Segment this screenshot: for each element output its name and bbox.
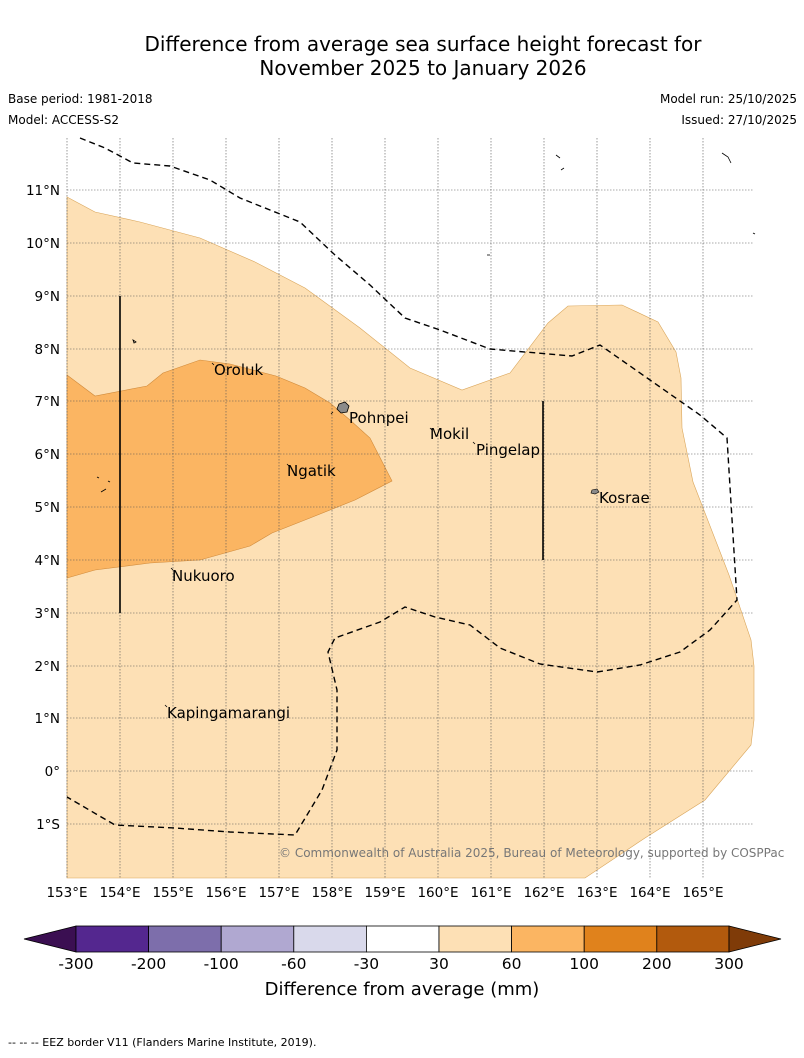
legend-swatch (293, 925, 367, 953)
legend-swatch (365, 925, 440, 953)
place-label-kapingamarangi: Kapingamarangi (167, 704, 290, 722)
legend-tick-label: -300 (58, 955, 93, 973)
island-markers (164, 362, 476, 708)
lat-label: 2°N (35, 659, 60, 675)
pohnpei-island (336, 401, 350, 414)
issued-text: Issued: 27/10/2025 (681, 113, 797, 127)
title-line-1: Difference from average sea surface heig… (144, 32, 702, 56)
legend-tick-label: 100 (569, 955, 599, 973)
place-label-kosrae: Kosrae (599, 489, 650, 507)
legend-title: Difference from average (mm) (265, 979, 540, 1000)
legend-extend-high (728, 925, 782, 953)
legend-tick-label: -100 (204, 955, 239, 973)
lon-label: 160°E (417, 885, 458, 901)
legend-tick-label: -200 (131, 955, 166, 973)
lon-label: 165°E (682, 885, 723, 901)
legend-swatch (148, 925, 222, 953)
lat-label: 10°N (26, 236, 60, 252)
lat-label: 11°N (26, 183, 60, 199)
lon-label: 162°E (523, 885, 564, 901)
copyright-notice: © Commonwealth of Australia 2025, Bureau… (279, 846, 784, 860)
lat-label: 0° (45, 764, 60, 780)
atoll-outlines (96, 152, 756, 493)
lon-label: 164°E (629, 885, 670, 901)
lat-label: 8°N (35, 342, 60, 358)
color-legend: -300 -200 -100 -60 -30 30 60 100 200 300… (23, 925, 782, 1000)
model-text: Model: ACCESS-S2 (8, 113, 120, 127)
lon-label: 153°E (46, 885, 87, 901)
latitude-labels: 11°N 10°N 9°N 8°N 7°N 6°N 5°N 4°N 3°N 2°… (26, 183, 60, 833)
place-label-pohnpei: Pohnpei (349, 409, 409, 427)
lat-label: 5°N (35, 500, 60, 516)
place-label-oroluk: Oroluk (214, 361, 263, 379)
place-label-ngatik: Ngatik (287, 462, 336, 480)
kosrae-island (590, 488, 600, 495)
place-label-pingelap: Pingelap (476, 441, 540, 459)
lon-label: 158°E (311, 885, 352, 901)
lat-label: 1°N (35, 711, 60, 727)
lon-label: 161°E (470, 885, 511, 901)
lat-label: 7°N (35, 394, 60, 410)
title-line-2: November 2025 to January 2026 (259, 56, 587, 80)
eez-border-north (66, 137, 738, 836)
graticule (66, 138, 754, 878)
lat-label: 3°N (35, 606, 60, 622)
lon-label: 157°E (258, 885, 299, 901)
legend-tick-label: 60 (502, 955, 522, 973)
chart-title: Difference from average sea surface heig… (0, 32, 804, 80)
lat-label: 9°N (35, 289, 60, 305)
forecast-map: Oroluk Pohnpei Mokil Pingelap Ngatik Kos… (23, 137, 784, 1000)
lat-label: 1°S (36, 817, 60, 833)
legend-tick-label: 300 (714, 955, 744, 973)
legend-swatch (438, 925, 512, 953)
lon-label: 163°E (576, 885, 617, 901)
lon-label: 156°E (205, 885, 246, 901)
legend-tick-label: 30 (429, 955, 449, 973)
legend-swatch (656, 925, 730, 953)
legend-tick-label: 200 (642, 955, 672, 973)
lat-label: 6°N (35, 447, 60, 463)
legend-swatch (220, 925, 295, 953)
lon-label: 154°E (99, 885, 140, 901)
longitude-labels: 153°E 154°E 155°E 156°E 157°E 158°E 159°… (46, 885, 723, 901)
legend-tick-label: -60 (281, 955, 306, 973)
legend-tick-label: -30 (354, 955, 379, 973)
eez-footnote: -- -- -- EEZ border V11 (Flanders Marine… (8, 1036, 317, 1049)
place-label-mokil: Mokil (430, 425, 469, 443)
legend-swatch (75, 925, 149, 953)
legend-swatch (583, 925, 658, 953)
base-period-text: Base period: 1981-2018 (8, 92, 153, 106)
lon-label: 155°E (152, 885, 193, 901)
model-run-text: Model run: 25/10/2025 (659, 92, 797, 106)
legend-swatch (511, 925, 585, 953)
legend-extend-low (23, 925, 77, 953)
lat-label: 4°N (35, 553, 60, 569)
anomaly-region-60-100 (66, 359, 393, 579)
place-label-nukuoro: Nukuoro (172, 567, 235, 585)
lon-label: 159°E (364, 885, 405, 901)
